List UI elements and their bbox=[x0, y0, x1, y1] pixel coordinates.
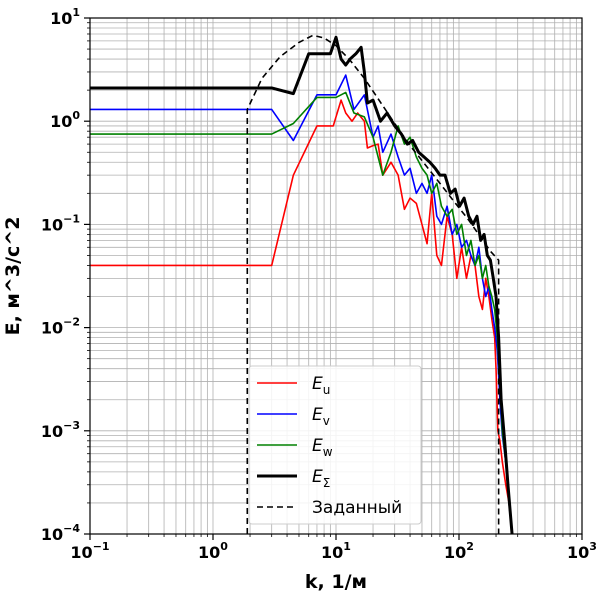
x-tick-label: 102 bbox=[444, 540, 474, 562]
x-tick-label: 103 bbox=[567, 540, 597, 562]
series-line-E_v bbox=[90, 74, 513, 534]
y-tick-label: 10−4 bbox=[41, 522, 80, 544]
plot-lines bbox=[90, 34, 514, 534]
legend: Eu Ev Ew EΣ Заданный bbox=[248, 365, 422, 525]
y-axis-label: E, м^3/с^2 bbox=[2, 217, 24, 336]
series-line-Заданный bbox=[246, 34, 500, 534]
y-tick-label: 100 bbox=[50, 109, 80, 131]
series-line-E_Σ bbox=[90, 35, 514, 534]
x-tick-label: 100 bbox=[198, 540, 228, 562]
y-tick-label: 10−2 bbox=[41, 316, 80, 338]
series-line-E_w bbox=[90, 91, 513, 534]
x-tick-label: 101 bbox=[321, 540, 351, 562]
series-line-E_u bbox=[90, 99, 513, 534]
x-axis-label: k, 1/м bbox=[305, 571, 367, 593]
axis-ticks bbox=[84, 17, 583, 540]
legend-label: Ew bbox=[312, 436, 333, 459]
y-tick-label: 10−1 bbox=[41, 212, 80, 234]
y-tick-label: 101 bbox=[50, 6, 80, 28]
legend-label: Заданный bbox=[312, 498, 402, 518]
x-tick-label: 10−1 bbox=[70, 540, 109, 562]
tick-labels: 10−1 100 101 102 103 10−4 10−3 10−2 10−1 100 101 bbox=[41, 6, 597, 562]
legend-label: EΣ bbox=[312, 467, 330, 490]
legend-label: Eu bbox=[312, 374, 330, 397]
legend-label: Ev bbox=[312, 405, 330, 428]
y-tick-label: 10−3 bbox=[41, 419, 80, 441]
legend-box bbox=[248, 365, 422, 525]
